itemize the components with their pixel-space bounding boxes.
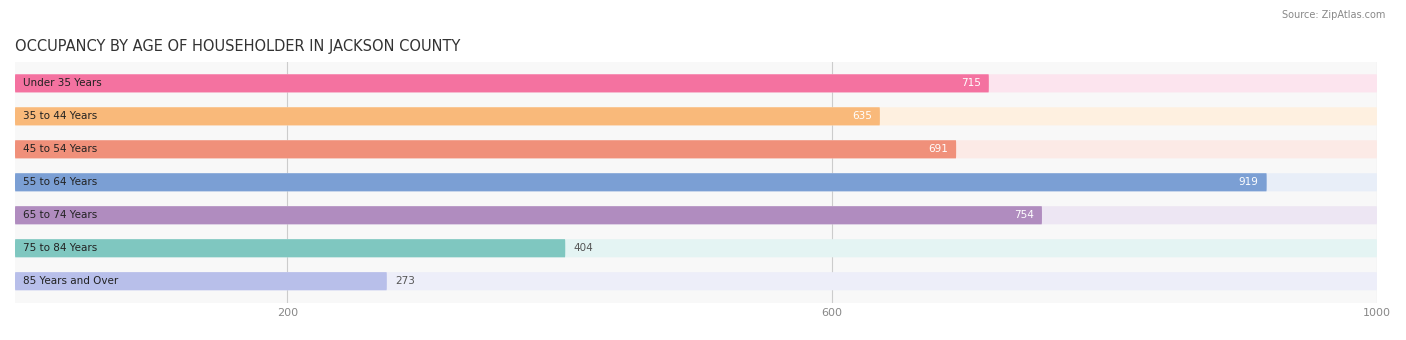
FancyBboxPatch shape: [15, 173, 1376, 191]
Text: 35 to 44 Years: 35 to 44 Years: [22, 111, 97, 121]
Text: 55 to 64 Years: 55 to 64 Years: [22, 177, 97, 187]
Text: 919: 919: [1239, 177, 1258, 187]
Text: 754: 754: [1014, 210, 1033, 220]
FancyBboxPatch shape: [15, 107, 880, 125]
Text: Under 35 Years: Under 35 Years: [22, 78, 101, 88]
FancyBboxPatch shape: [15, 140, 1376, 158]
FancyBboxPatch shape: [15, 239, 1376, 257]
FancyBboxPatch shape: [15, 272, 1376, 290]
FancyBboxPatch shape: [15, 74, 988, 92]
Text: 45 to 54 Years: 45 to 54 Years: [22, 144, 97, 154]
Text: 75 to 84 Years: 75 to 84 Years: [22, 243, 97, 253]
Text: 404: 404: [574, 243, 593, 253]
FancyBboxPatch shape: [15, 173, 1267, 191]
Text: 691: 691: [928, 144, 948, 154]
Text: Source: ZipAtlas.com: Source: ZipAtlas.com: [1281, 10, 1385, 20]
FancyBboxPatch shape: [15, 140, 956, 158]
FancyBboxPatch shape: [15, 206, 1042, 224]
FancyBboxPatch shape: [15, 272, 387, 290]
Text: OCCUPANCY BY AGE OF HOUSEHOLDER IN JACKSON COUNTY: OCCUPANCY BY AGE OF HOUSEHOLDER IN JACKS…: [15, 39, 460, 54]
Text: 85 Years and Over: 85 Years and Over: [22, 276, 118, 286]
Text: 65 to 74 Years: 65 to 74 Years: [22, 210, 97, 220]
Text: 715: 715: [960, 78, 980, 88]
Text: 273: 273: [395, 276, 415, 286]
FancyBboxPatch shape: [15, 239, 565, 257]
FancyBboxPatch shape: [15, 206, 1376, 224]
FancyBboxPatch shape: [15, 74, 1376, 92]
Text: 635: 635: [852, 111, 872, 121]
FancyBboxPatch shape: [15, 107, 1376, 125]
